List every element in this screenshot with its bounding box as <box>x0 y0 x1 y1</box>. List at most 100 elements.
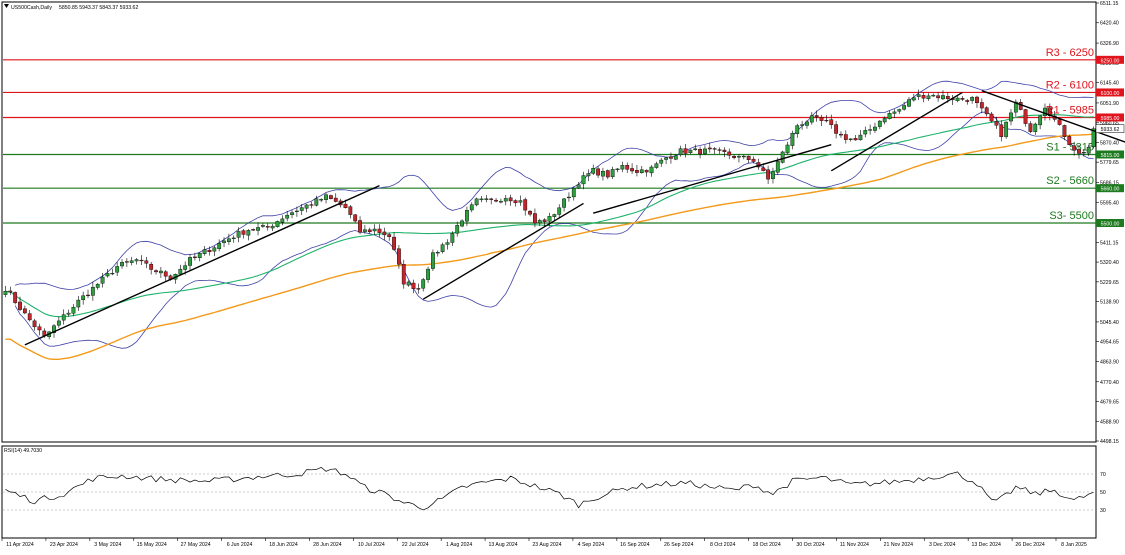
y-tick-label: 5779.65 <box>1100 160 1119 166</box>
candle <box>8 286 13 295</box>
candle <box>328 194 333 200</box>
candle <box>392 232 396 251</box>
candle <box>372 224 377 235</box>
candle <box>557 204 562 219</box>
candle <box>975 95 979 108</box>
level-label-5: S3- 5500 <box>1049 210 1094 222</box>
trendline-2[interactable] <box>593 144 832 214</box>
candle <box>236 227 241 243</box>
candle <box>353 213 358 223</box>
candle <box>56 316 61 328</box>
candle <box>358 216 362 235</box>
level-label-4: S2 - 5660 <box>1046 175 1094 187</box>
candle <box>105 268 110 278</box>
x-tick-label: 11 Nov 2024 <box>840 542 869 548</box>
candle <box>751 156 756 164</box>
candle <box>683 143 688 158</box>
y-tick-label: 5229.65 <box>1100 280 1119 286</box>
candle <box>363 225 367 234</box>
candle <box>27 310 32 322</box>
candle <box>426 266 430 283</box>
x-tick-label: 23 Apr 2024 <box>50 542 78 548</box>
y-tick-label: 6145.40 <box>1100 81 1119 87</box>
candle <box>581 171 586 190</box>
candle <box>455 221 460 237</box>
candle <box>790 130 795 150</box>
candle <box>712 147 717 154</box>
candle <box>897 108 902 114</box>
candle <box>1062 124 1067 141</box>
candle <box>1086 144 1091 157</box>
candle <box>484 195 489 203</box>
level-label-2: R1 - 5985 <box>1046 104 1094 116</box>
trendlines <box>24 90 1125 346</box>
level-label-1: R2 - 6100 <box>1046 79 1094 91</box>
x-tick-label: 16 Sep 2024 <box>620 542 650 548</box>
candle <box>197 252 202 262</box>
candle <box>999 120 1004 142</box>
x-tick-label: 8 Oct 2024 <box>710 542 735 548</box>
y-tick-label: 5138.90 <box>1100 300 1119 306</box>
candle <box>843 130 848 144</box>
candle <box>416 283 421 294</box>
trendline-1[interactable] <box>422 202 584 300</box>
candle <box>61 309 66 325</box>
candle <box>970 95 975 104</box>
candle <box>703 145 707 156</box>
candle <box>882 116 887 125</box>
candle <box>319 198 324 203</box>
price-panel[interactable] <box>1 1 1097 443</box>
y-tick-label: 6051.90 <box>1100 101 1119 107</box>
level-tag-text-0: 6250.00 <box>1101 58 1120 64</box>
x-tick-label: 6 Jun 2024 <box>227 542 253 548</box>
candle <box>241 229 246 239</box>
y-tick-label: 6235.65 <box>1100 61 1119 67</box>
candle <box>251 228 256 231</box>
x-tick-label: 22 Jul 2024 <box>402 542 429 548</box>
trendline-3[interactable] <box>830 91 963 172</box>
candle <box>979 98 984 114</box>
collapse-triangle-icon[interactable] <box>4 4 9 8</box>
candle <box>309 201 314 209</box>
y-tick-label: 6420.40 <box>1100 21 1119 27</box>
candle <box>673 154 678 161</box>
candle <box>71 304 76 317</box>
candle <box>299 204 304 216</box>
candle <box>537 218 542 227</box>
level-label-3: S1 - 5815 <box>1046 141 1094 153</box>
candle <box>66 309 71 317</box>
y-tick-label: 5045.40 <box>1100 320 1119 326</box>
candle <box>154 269 158 275</box>
candle <box>907 97 911 108</box>
x-tick-label: 8 Jan 2025 <box>1061 542 1087 548</box>
candle <box>1067 134 1072 146</box>
rsi-tick-label: 70 <box>1100 472 1106 478</box>
candle <box>158 267 163 278</box>
y-tick-label: 4954.65 <box>1100 340 1119 346</box>
candle <box>848 138 853 142</box>
candle <box>1004 121 1009 139</box>
rsi-line <box>5 466 1094 511</box>
candle <box>207 246 212 256</box>
candle <box>110 268 115 276</box>
candle <box>13 291 18 305</box>
candle <box>382 227 387 241</box>
trendline-0[interactable] <box>24 184 380 346</box>
candle <box>387 232 392 241</box>
candle <box>877 119 882 130</box>
candle <box>217 239 222 252</box>
candle <box>654 161 659 169</box>
level-tag-2 <box>1096 113 1124 122</box>
candle <box>367 227 372 234</box>
candle <box>188 253 192 270</box>
trendline-4[interactable] <box>981 90 1125 154</box>
candle <box>839 131 843 138</box>
candle <box>727 148 732 160</box>
candlesticks <box>3 89 1096 340</box>
rsi-indicator: 70 50 30 <box>3 466 1106 514</box>
candle <box>76 295 81 311</box>
candle <box>649 165 654 177</box>
candle <box>766 165 771 185</box>
